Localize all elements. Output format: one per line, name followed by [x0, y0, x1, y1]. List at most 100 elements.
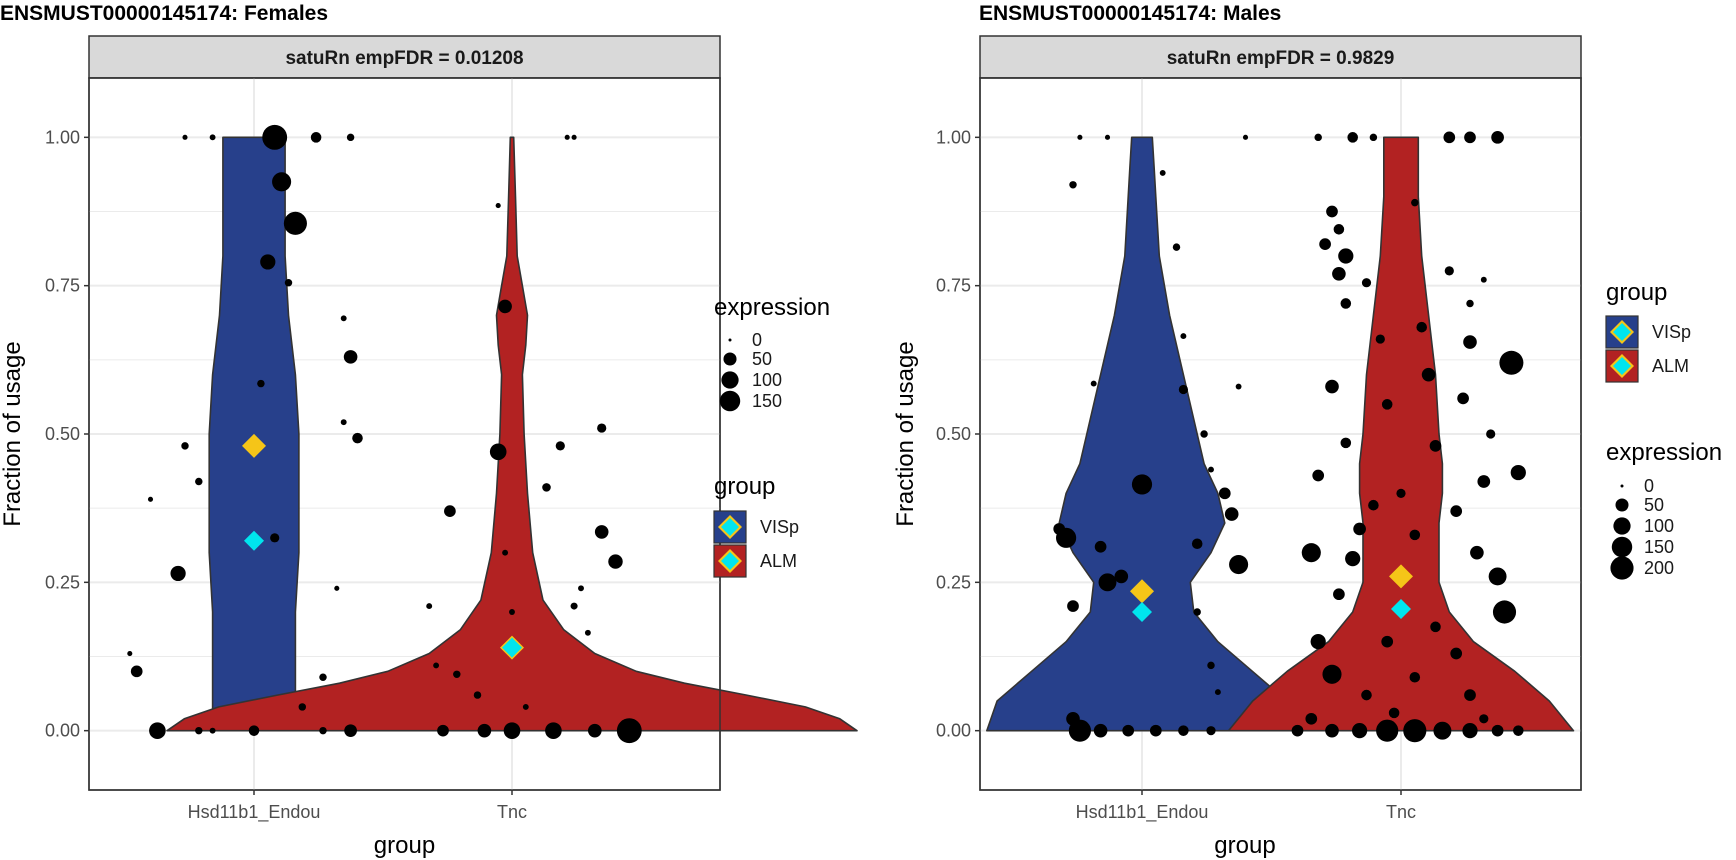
data-point: [298, 703, 307, 711]
data-point: [1340, 298, 1352, 309]
data-point: [1480, 276, 1487, 283]
data-point: [1421, 367, 1436, 382]
y-tick-label: 0.25: [936, 572, 971, 592]
data-point: [182, 134, 188, 140]
data-point: [503, 722, 521, 739]
mean-marker: [242, 433, 266, 458]
data-point: [597, 423, 607, 433]
data-point: [437, 724, 449, 737]
y-tick-label: 0.00: [936, 721, 971, 741]
data-point: [1488, 567, 1507, 586]
data-point: [1122, 724, 1135, 737]
data-point: [272, 172, 292, 192]
data-point: [1325, 379, 1339, 394]
data-point: [1069, 181, 1077, 189]
data-point: [1444, 266, 1454, 276]
data-point: [1114, 569, 1129, 584]
x-axis: Hsd11b1_Endou Tnc: [1076, 790, 1416, 823]
data-point: [509, 609, 515, 615]
data-point: [1067, 600, 1079, 612]
panel-title: ENSMUST00000145174: Females: [0, 2, 328, 25]
x-tick-label: Hsd11b1_Endou: [1076, 802, 1209, 823]
legend-title: group: [1606, 279, 1667, 306]
data-point: [284, 278, 293, 287]
data-point: [209, 134, 216, 141]
data-point: [1338, 248, 1354, 264]
x-axis-title: group: [1214, 832, 1275, 859]
data-point: [195, 477, 203, 486]
legend-size-label: 50: [752, 349, 772, 369]
legend-size-key: [719, 390, 741, 412]
data-point: [1242, 134, 1249, 140]
legend-key-median-marker: [721, 518, 739, 536]
data-point: [149, 722, 166, 739]
data-point: [1094, 540, 1107, 553]
data-point: [1305, 712, 1318, 725]
data-point: [1368, 499, 1379, 511]
legend-size-key: [1613, 517, 1631, 535]
data-point: [1347, 132, 1358, 143]
data-point: [1312, 469, 1325, 482]
legend-group-keys: VISp ALM: [1605, 315, 1691, 383]
data-point: [542, 483, 551, 492]
legend-size-label: 150: [1644, 537, 1674, 557]
data-point: [1178, 384, 1189, 395]
data-point: [1193, 608, 1201, 616]
data-point: [473, 691, 482, 699]
strip-background: [979, 35, 1582, 79]
data-point: [571, 134, 577, 140]
data-point: [1361, 689, 1372, 701]
x-tick-label: Hsd11b1_Endou: [188, 802, 321, 823]
y-tick-label: 1.00: [45, 127, 80, 147]
data-point: [1411, 198, 1419, 207]
data-point: [319, 726, 327, 735]
data-point: [502, 549, 509, 556]
x-axis-title: group: [374, 832, 435, 859]
data-point: [1172, 243, 1181, 251]
data-point: [1332, 266, 1346, 281]
data-point: [1310, 634, 1326, 650]
legend-size-label: 100: [752, 370, 782, 390]
data-point: [584, 629, 591, 636]
legend-size-key: [1615, 498, 1629, 512]
data-point: [352, 432, 363, 444]
data-point: [257, 379, 265, 388]
data-point: [1491, 724, 1504, 737]
panel-males: ENSMUST00000145174: Males satuRn empFDR …: [892, 2, 1722, 859]
y-axis-title: Fraction of usage: [0, 341, 26, 526]
data-point: [1214, 689, 1221, 696]
legend-title: expression: [714, 294, 830, 321]
data-point: [1218, 487, 1231, 500]
violin-visp: [986, 136, 1299, 732]
strip-label: satuRn empFDR = 0.01208: [285, 48, 523, 69]
legend-size-label: 0: [752, 330, 762, 350]
data-point: [587, 723, 602, 738]
data-point: [1443, 131, 1456, 144]
mean-marker: [1130, 579, 1154, 604]
data-point: [1178, 725, 1189, 736]
data-point: [1159, 169, 1166, 176]
data-point: [1429, 440, 1442, 452]
data-point: [248, 725, 260, 736]
data-point: [209, 727, 216, 734]
data-point: [1180, 333, 1187, 340]
data-point: [522, 703, 529, 710]
data-point: [1345, 550, 1361, 567]
data-point: [1499, 350, 1524, 375]
data-point: [1291, 724, 1304, 737]
median-marker: [502, 637, 522, 658]
summary-markers: [242, 433, 524, 660]
y-tick-label: 1.00: [936, 127, 971, 147]
data-point: [1235, 383, 1242, 390]
data-point: [1369, 133, 1378, 142]
mean-marker: [1389, 564, 1413, 589]
data-point: [555, 441, 565, 451]
data-point: [147, 496, 154, 502]
data-point: [1340, 437, 1352, 449]
data-point: [319, 673, 327, 681]
legend-size-key: [723, 352, 737, 366]
legend-size-label: 150: [752, 391, 782, 411]
